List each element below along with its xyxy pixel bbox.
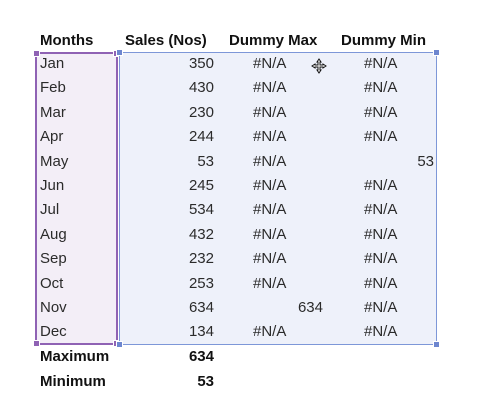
sales-cell[interactable]: 53 [197, 152, 214, 170]
month-cell[interactable]: Mar [40, 103, 66, 121]
sales-cell[interactable]: 232 [188, 250, 214, 268]
table-row: Dec 134 #N/A #N/A [0, 320, 498, 344]
sales-cell[interactable]: 245 [188, 177, 214, 194]
resize-handle[interactable] [116, 341, 123, 348]
month-cell[interactable]: Dec [40, 323, 67, 341]
dummy-max-cell[interactable]: #N/A [253, 152, 287, 170]
month-cell[interactable]: Apr [40, 128, 64, 146]
data-range-highlight[interactable] [116, 49, 440, 348]
minimum-value[interactable]: 53 [197, 373, 214, 390]
dummy-max-cell[interactable]: #N/A [253, 55, 287, 72]
sales-cell[interactable]: 244 [188, 128, 214, 146]
month-cell[interactable]: Jun [40, 177, 65, 194]
minimum-label[interactable]: Minimum [40, 373, 106, 390]
dummy-min-cell[interactable]: #N/A [364, 299, 398, 316]
maximum-label[interactable]: Maximum [40, 348, 110, 365]
header-months[interactable]: Months [40, 32, 94, 49]
dummy-max-cell[interactable]: #N/A [253, 274, 287, 292]
sales-cell[interactable]: 350 [188, 55, 214, 72]
dummy-min-cell[interactable]: #N/A [364, 103, 398, 121]
month-cell[interactable]: Jan [40, 55, 65, 72]
table-row: Aug 432 #N/A #N/A [0, 223, 498, 247]
month-cell[interactable]: Nov [40, 299, 67, 316]
dummy-max-cell[interactable]: #N/A [253, 128, 287, 146]
table-row: May 53 #N/A 53 [0, 150, 498, 174]
month-cell[interactable]: May [40, 152, 69, 170]
dummy-min-cell[interactable]: #N/A [364, 323, 398, 341]
month-cell[interactable]: Aug [40, 225, 67, 243]
move-cursor-icon [311, 58, 327, 74]
maximum-row: Maximum 634 [0, 345, 498, 369]
dummy-min-cell[interactable]: #N/A [364, 225, 398, 243]
resize-handle[interactable] [116, 49, 123, 56]
header-sales[interactable]: Sales (Nos) [125, 32, 207, 49]
resize-handle[interactable] [33, 340, 40, 347]
resize-handle[interactable] [433, 49, 440, 56]
dummy-max-cell[interactable]: #N/A [253, 225, 287, 243]
resize-handle[interactable] [433, 341, 440, 348]
table-row: Mar 230 #N/A #N/A [0, 101, 498, 125]
header-dummy-min[interactable]: Dummy Min [341, 32, 427, 49]
table-row: Oct 253 #N/A #N/A [0, 272, 498, 296]
sales-cell[interactable]: 253 [188, 274, 214, 292]
dummy-max-cell[interactable]: #N/A [253, 201, 287, 219]
dummy-min-cell[interactable]: #N/A [364, 79, 398, 97]
dummy-max-cell[interactable]: #N/A [253, 323, 287, 341]
sales-cell[interactable]: 430 [188, 79, 214, 97]
month-cell[interactable]: Feb [40, 79, 66, 97]
dummy-min-cell[interactable]: #N/A [364, 201, 398, 219]
table-row: Jan 350 #N/A #N/A [0, 52, 498, 76]
dummy-max-cell[interactable]: #N/A [253, 79, 287, 97]
dummy-min-cell[interactable]: #N/A [364, 55, 398, 72]
sales-cell[interactable]: 634 [188, 299, 214, 316]
table-row: Feb 430 #N/A #N/A [0, 76, 498, 100]
header-dummy-max[interactable]: Dummy Max [229, 32, 318, 49]
table-row: Sep 232 #N/A #N/A [0, 247, 498, 271]
month-cell[interactable]: Oct [40, 274, 64, 292]
dummy-min-cell[interactable]: 53 [417, 152, 434, 170]
minimum-row: Minimum 53 [0, 370, 498, 394]
dummy-min-cell[interactable]: #N/A [364, 274, 398, 292]
dummy-max-cell[interactable]: #N/A [253, 103, 287, 121]
resize-handle[interactable] [33, 50, 40, 57]
dummy-max-cell[interactable]: 634 [297, 299, 323, 316]
dummy-max-cell[interactable]: #N/A [253, 250, 287, 268]
dummy-min-cell[interactable]: #N/A [364, 177, 398, 194]
dummy-max-cell[interactable]: #N/A [253, 177, 287, 194]
dummy-min-cell[interactable]: #N/A [364, 128, 398, 146]
table-row: Jul 534 #N/A #N/A [0, 198, 498, 222]
months-range-highlight[interactable] [33, 50, 120, 347]
table-row: Nov 634 634 #N/A [0, 296, 498, 320]
dummy-min-cell[interactable]: #N/A [364, 250, 398, 268]
sales-cell[interactable]: 534 [188, 201, 214, 219]
sales-cell[interactable]: 432 [188, 225, 214, 243]
month-cell[interactable]: Sep [40, 250, 67, 268]
table-row: Jun 245 #N/A #N/A [0, 174, 498, 198]
sales-cell[interactable]: 134 [188, 323, 214, 341]
table-row: Apr 244 #N/A #N/A [0, 125, 498, 149]
maximum-value[interactable]: 634 [188, 348, 214, 365]
sales-cell[interactable]: 230 [188, 103, 214, 121]
month-cell[interactable]: Jul [40, 201, 60, 219]
